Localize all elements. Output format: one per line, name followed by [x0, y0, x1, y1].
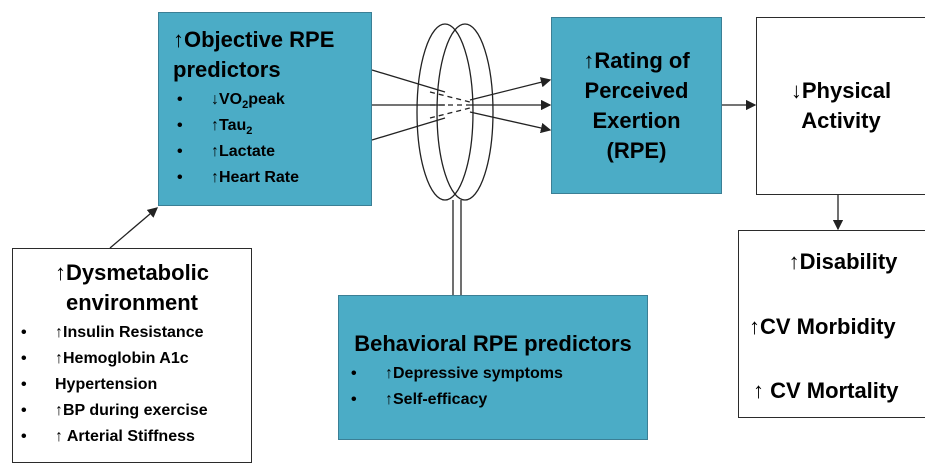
- bullet: ↑Heart Rate: [177, 169, 300, 187]
- text: ↑Heart Rate: [211, 169, 300, 186]
- page: ↑Objective RPE predictors ↓VO2peak ↑Tau2…: [0, 0, 925, 452]
- title-line: ↑Rating of: [583, 48, 690, 73]
- bullet: ↑Insulin Resistance: [21, 324, 203, 342]
- title-line: Exertion: [592, 108, 681, 133]
- title: ↑Objective RPE predictors: [173, 25, 334, 85]
- text: peak: [248, 91, 285, 108]
- bullet: ↑BP during exercise: [21, 402, 208, 420]
- activity-box: ↓Physical Activity: [756, 17, 925, 195]
- title-line: (RPE): [606, 138, 667, 163]
- bullet: ↑Tau2: [177, 117, 253, 138]
- subscript: 2: [242, 99, 249, 112]
- title-line: ↑Dysmetabolic: [54, 260, 210, 285]
- title: ↑Dysmetabolic environment: [13, 258, 251, 318]
- bullet: ↑ Arterial Stiffness: [21, 428, 195, 446]
- title-line: predictors: [173, 57, 281, 82]
- bullet: ↑Hemoglobin A1c: [21, 350, 189, 368]
- rating-box: ↑Rating of Perceived Exertion (RPE): [551, 17, 722, 194]
- connectors: [109, 23, 844, 295]
- bullet: ↑Lactate: [177, 143, 276, 161]
- subscript: 2: [246, 125, 253, 138]
- ring: [416, 23, 474, 201]
- arrow: [109, 207, 158, 249]
- title: Behavioral RPE predictors: [354, 331, 632, 356]
- title-line: Perceived: [584, 78, 689, 103]
- outcome: ↑ CV Mortality: [753, 378, 899, 403]
- line: [371, 117, 446, 141]
- objective-box: ↑Objective RPE predictors ↓VO2peak ↑Tau2…: [158, 12, 372, 206]
- line: [371, 69, 446, 93]
- arrow: [469, 111, 552, 134]
- text: ↑Tau: [211, 117, 247, 134]
- title-line: ↓Physical: [790, 78, 892, 103]
- title-line: ↑Objective RPE: [173, 27, 335, 52]
- title-line: Activity: [801, 108, 881, 133]
- line: [429, 107, 471, 119]
- bullet: ↓VO2peak: [177, 91, 285, 112]
- dysmetabolic-box: ↑Dysmetabolic environment ↑Insulin Resis…: [12, 248, 252, 463]
- outcome: ↑CV Morbidity: [749, 314, 896, 339]
- bullet: Hypertension: [21, 376, 157, 394]
- arrow: [469, 77, 552, 101]
- outcomes-box: ↑Disability ↑CV Morbidity ↑ CV Mortality: [738, 230, 925, 418]
- line: [429, 91, 471, 103]
- outcome: ↑Disability: [788, 249, 898, 274]
- bullet: ↑Self-efficacy: [351, 391, 487, 409]
- title-line: environment: [65, 290, 199, 315]
- ring: [436, 23, 494, 201]
- bullet: ↑Depressive symptoms: [351, 365, 563, 383]
- text: ↓VO: [211, 91, 243, 108]
- text: ↑Lactate: [211, 143, 276, 160]
- behavioral-box: Behavioral RPE predictors ↑Depressive sy…: [338, 295, 648, 440]
